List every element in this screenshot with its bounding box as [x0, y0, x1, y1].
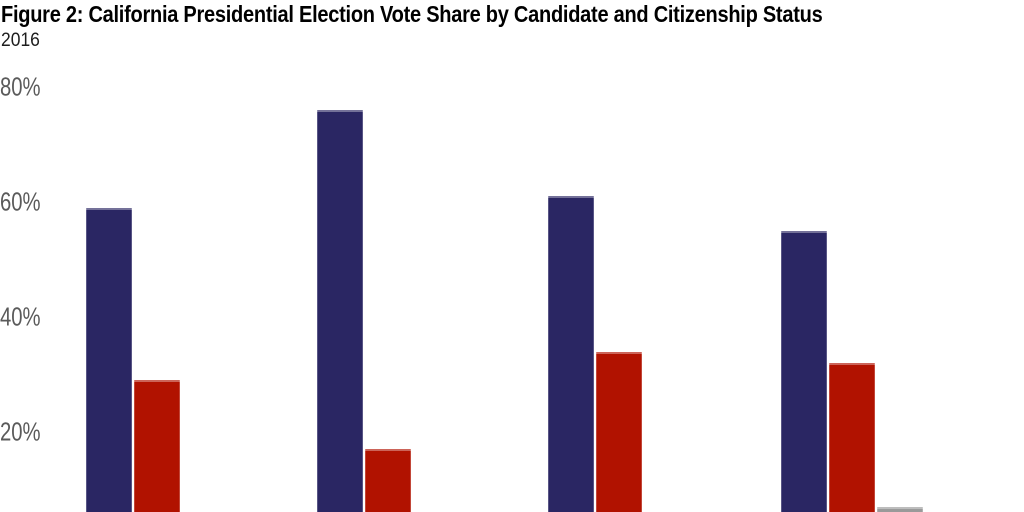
- bar-red-group-4: [829, 363, 875, 512]
- bar-navy-group-4: [781, 230, 827, 512]
- y-axis-tick-label-20: 20%: [0, 417, 52, 448]
- chart-title: Figure 2: California Presidential Electi…: [1, 1, 823, 27]
- chart-subtitle: 2016: [1, 30, 40, 51]
- y-axis-tick-text: 40%: [0, 301, 41, 332]
- y-axis-tick-label-60: 60%: [0, 187, 52, 218]
- y-axis-tick-text: 80%: [0, 71, 41, 102]
- y-axis-tick-text: 60%: [0, 186, 41, 217]
- bar-red-group-2: [365, 449, 411, 512]
- y-axis-tick-text: 20%: [0, 416, 41, 447]
- bar-red-group-1: [134, 380, 180, 512]
- bar-navy-group-1: [86, 207, 132, 512]
- y-axis-tick-label-40: 40%: [0, 302, 52, 333]
- bar-navy-group-3: [548, 196, 594, 512]
- bar-gray-group-4: [877, 506, 923, 512]
- y-axis-tick-label-80: 80%: [0, 72, 52, 103]
- bar-navy-group-2: [317, 110, 363, 512]
- bar-red-group-3: [596, 351, 642, 512]
